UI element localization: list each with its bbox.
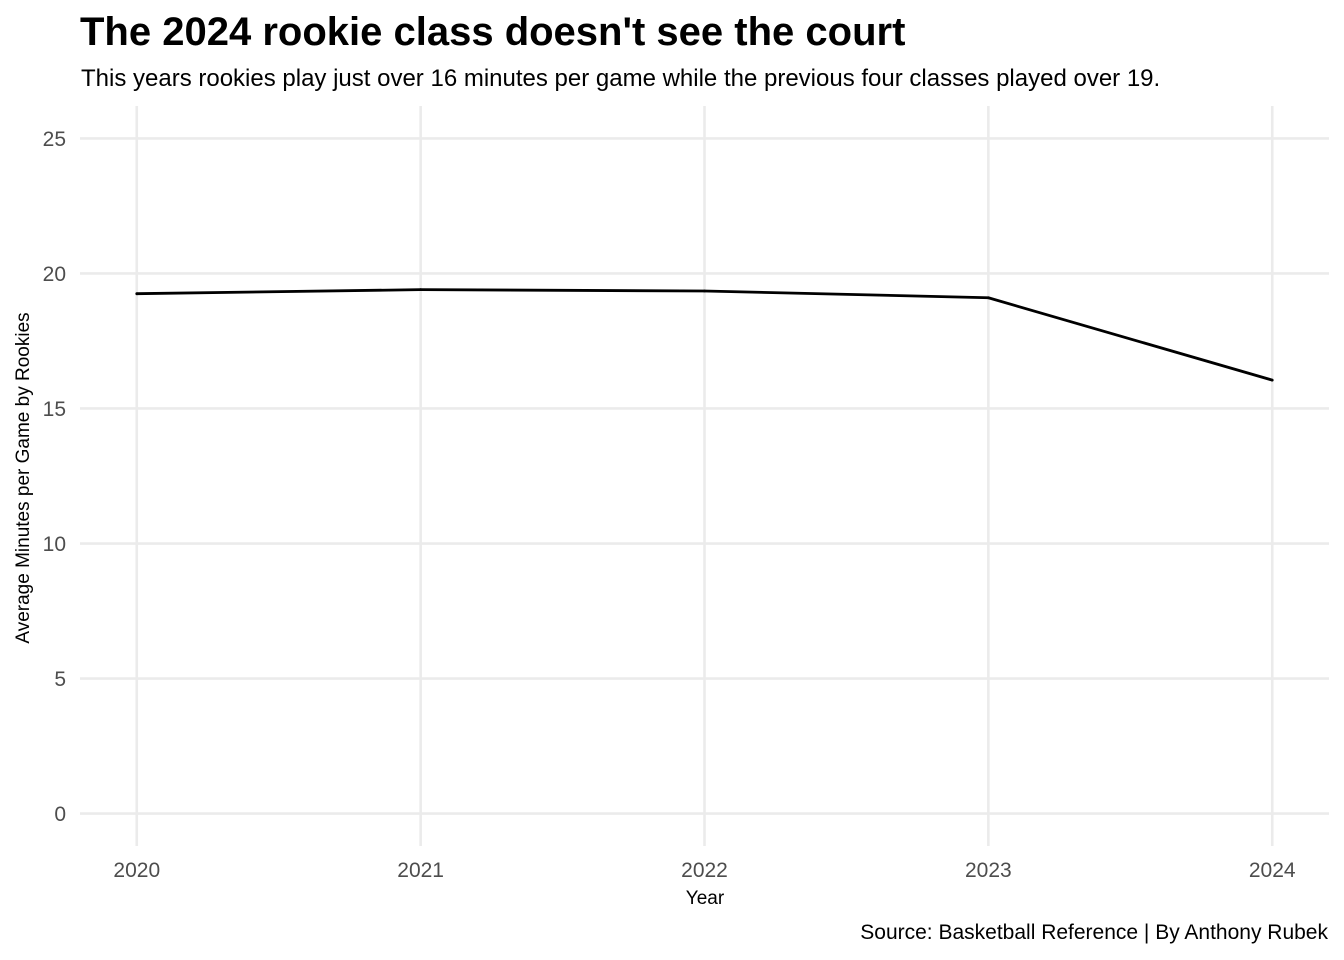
y-tick-label: 0 [54,803,66,826]
data-point [1270,378,1274,382]
grid-layer [80,106,1329,846]
data-point [419,288,423,292]
data-point [135,292,139,296]
chart-subtitle: This years rookies play just over 16 min… [81,65,1161,92]
x-tick-label: 2023 [965,859,1012,882]
x-tick-label: 2022 [681,859,728,882]
x-tick-label: 2024 [1249,859,1296,882]
data-point [986,296,990,300]
y-tick-label: 10 [43,533,66,556]
data-point [703,289,706,293]
y-tick-label: 20 [43,263,66,286]
x-tick-label: 2020 [113,859,160,882]
y-axis-title: Average Minutes per Game by Rookies [13,312,34,643]
y-tick-label: 25 [43,128,66,151]
chart-title: The 2024 rookie class doesn't see the co… [80,10,906,54]
y-tick-label: 15 [43,398,66,421]
y-tick-label: 5 [54,668,66,691]
x-tick-label: 2021 [397,859,444,882]
chart-caption: Source: Basketball Reference | By Anthon… [860,921,1328,944]
tick-labels: 0 5 10 15 20 25 2020 2021 2022 2023 2024 [43,128,1296,882]
x-axis-title: Year [686,888,725,909]
series-layer [135,288,1274,382]
